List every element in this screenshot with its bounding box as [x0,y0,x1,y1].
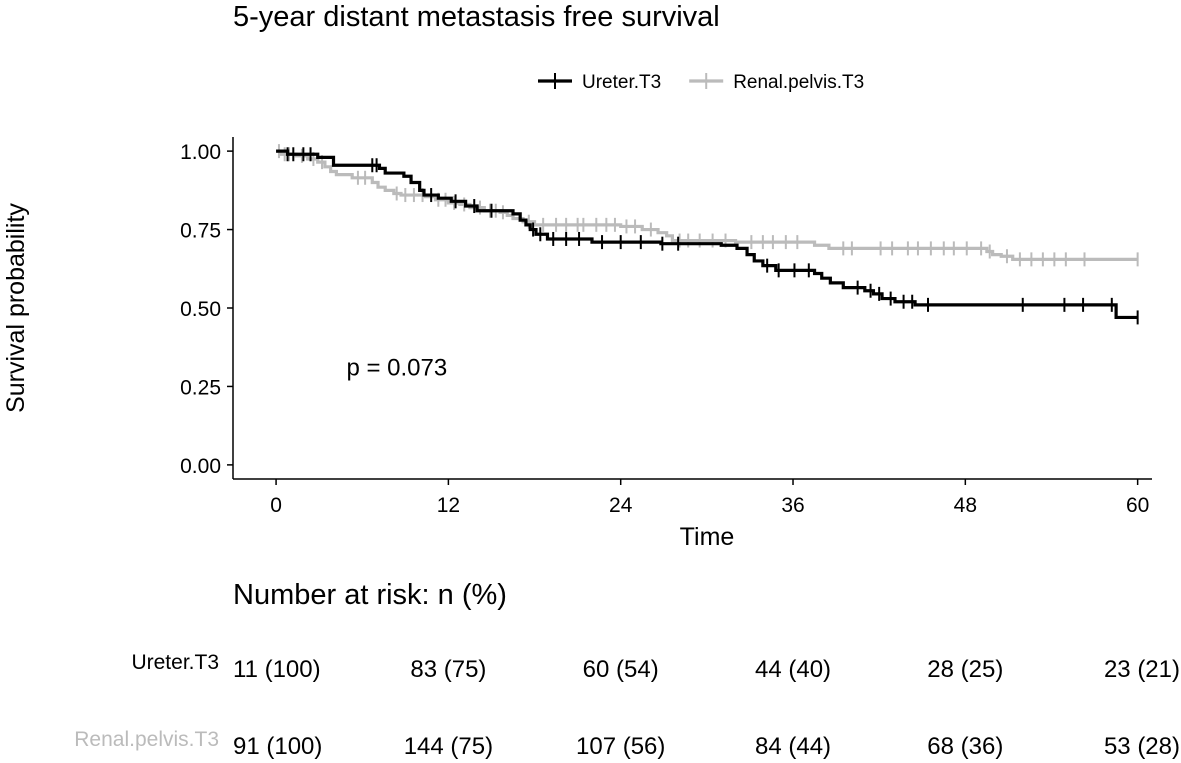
x-tick-label: 12 [437,494,460,517]
risk-table-rows: Ureter.T3 11 (100) 83 (75) 60 (54) 44 (40) 28… [74,651,1180,760]
risk-cell-renal-pelvis-t3: 107 (56) [576,733,665,760]
y-tick-label: 0.00 [180,455,221,478]
risk-cell-ureter-t3: 28 (25) [927,656,1003,683]
x-ticks: 0 12 24 36 48 60 [270,479,1149,517]
risk-cell-renal-pelvis-t3: 68 (36) [927,733,1003,760]
y-tick-label: 0.25 [180,376,221,399]
risk-table: Number at risk: n (%) Ureter.T3 11 (100) 8… [74,579,1180,760]
risk-row-label-ureter-t3: Ureter.T3 [131,651,219,674]
legend: Ureter.T3 Renal.pelvis.T3 [538,72,864,93]
risk-cell-renal-pelvis-t3: 144 (75) [404,733,493,760]
legend-label-ureter-t3: Ureter.T3 [582,72,661,93]
y-ticks: 0.00 0.25 0.50 0.75 1.00 [180,141,233,478]
chart-title: 5-year distant metastasis free survival [233,1,720,33]
legend-label-renal-pelvis-t3: Renal.pelvis.T3 [733,72,864,93]
risk-row-label-renal-pelvis-t3: Renal.pelvis.T3 [74,728,219,751]
p-value-annotation: p = 0.073 [346,354,447,381]
y-axis-title: Survival probability [2,203,30,413]
plot-panel: p = 0.073 [276,144,1139,381]
risk-cell-renal-pelvis-t3: 84 (44) [755,733,831,760]
x-tick-label: 36 [781,494,804,517]
x-tick-label: 60 [1126,494,1149,517]
survival-curve-ureter-t3 [276,149,1138,320]
series-layer [276,144,1139,325]
risk-cell-ureter-t3: 83 (75) [410,656,486,683]
risk-table-title: Number at risk: n (%) [233,579,507,611]
x-axis-title: Time [680,523,735,551]
risk-cell-ureter-t3: 60 (54) [583,656,659,683]
risk-cell-ureter-t3: 23 (21) [1104,656,1180,683]
risk-cell-ureter-t3: 11 (100) [233,656,321,683]
y-tick-label: 0.75 [180,220,221,243]
x-tick-label: 48 [954,494,977,517]
y-tick-label: 1.00 [180,141,221,164]
x-tick-label: 0 [270,494,282,517]
axes: 0.00 0.25 0.50 0.75 1.00 0 12 24 36 48 60 [180,137,1152,517]
risk-cell-ureter-t3: 44 (40) [755,656,831,683]
x-tick-label: 24 [609,494,633,517]
y-tick-label: 0.50 [180,298,221,321]
risk-cell-renal-pelvis-t3: 91 (100) [233,733,322,760]
risk-cell-renal-pelvis-t3: 53 (28) [1104,733,1180,760]
